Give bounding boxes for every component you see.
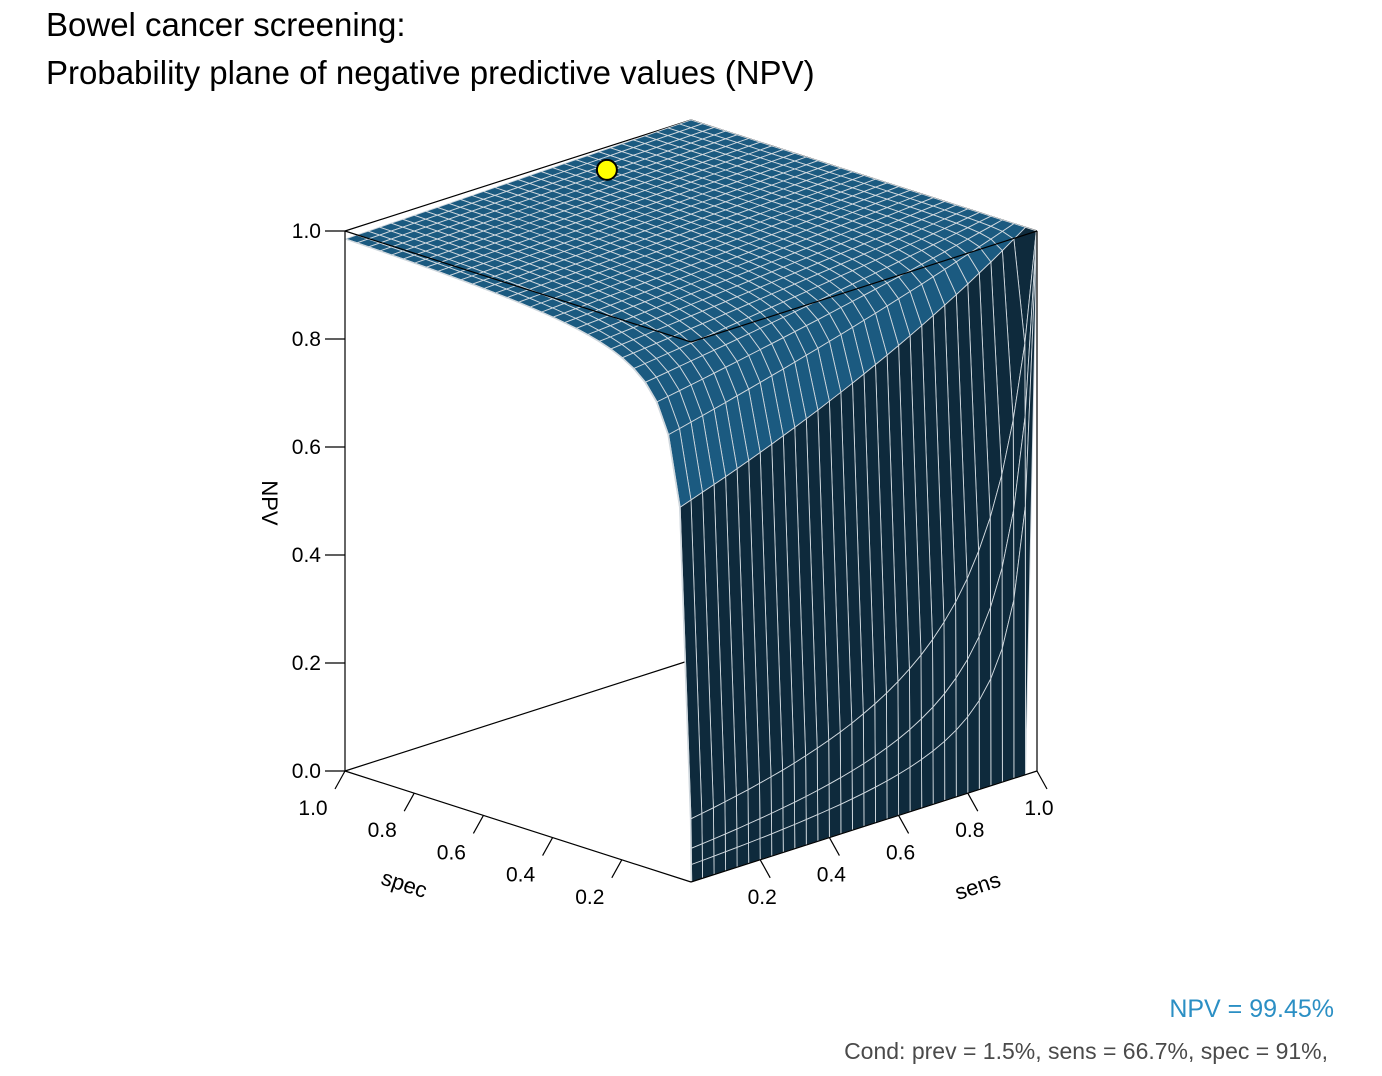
z-tick-label: 0.0 <box>292 760 321 783</box>
surface-patch <box>863 786 876 827</box>
spec-tick-mark <box>403 792 415 812</box>
surface-patch <box>828 731 842 785</box>
surface-patch <box>885 681 899 749</box>
surface-patch <box>712 801 726 840</box>
surface-patch <box>782 762 795 809</box>
spec-tick-label: 1.0 <box>298 797 327 820</box>
surface-patch <box>851 713 865 772</box>
surface-patch <box>759 776 772 820</box>
surface-patch <box>805 814 819 846</box>
spec-tick-label: 0.4 <box>506 864 536 887</box>
surface-patch <box>794 819 807 850</box>
highlight-point-marker <box>595 158 618 181</box>
surface-patch <box>828 803 842 839</box>
sens-tick-mark <box>898 815 910 834</box>
surface-patch <box>921 750 934 809</box>
chart-title-line-1: Bowel cancer screening: <box>46 6 406 43</box>
surface-patch <box>955 716 969 798</box>
spec-axis-label: spec <box>378 865 430 903</box>
surface-patch <box>886 773 900 820</box>
spec-tick-mark <box>334 770 346 790</box>
sens-axis-label: sens <box>952 867 1004 905</box>
surface-patch <box>816 739 830 791</box>
z-tick-label: 1.0 <box>292 220 321 243</box>
sens-tick-mark <box>828 837 840 856</box>
surface-patch <box>897 668 911 740</box>
spec-tick-mark <box>611 859 623 879</box>
sens-tick-mark <box>759 859 771 879</box>
box-edge-floor-spec <box>344 770 692 883</box>
spec-tick-mark <box>542 837 554 856</box>
chart-title-line-2: Probability plane of negative predictive… <box>46 54 815 91</box>
surface-patch <box>839 722 853 779</box>
sens-tick-mark <box>967 792 979 812</box>
surface-patch <box>689 818 692 850</box>
spec-tick-label: 0.2 <box>575 886 604 909</box>
box-edge-back-top-left <box>344 119 692 232</box>
surface-patch <box>724 795 738 835</box>
sens-tick-mark <box>1036 770 1048 790</box>
condition-readout: Cond: prev = 1.5%, sens = 66.7%, spec = … <box>844 1038 1328 1064</box>
surface-patch <box>897 766 911 816</box>
box-edge-floor-sens <box>690 770 1038 883</box>
surface-patch <box>793 755 807 803</box>
surface-patch <box>805 747 818 797</box>
box-edge-back-floor <box>344 659 692 772</box>
surface-patch <box>932 740 946 805</box>
z-tick-label: 0.2 <box>292 652 321 675</box>
surface-patch <box>770 769 784 814</box>
surface-patch <box>851 792 865 831</box>
sens-tick-label: 0.8 <box>955 819 984 842</box>
surface-patch <box>690 813 703 849</box>
surface-patch <box>817 809 830 842</box>
surface-patch <box>771 828 784 857</box>
z-tick-label: 0.6 <box>292 436 321 459</box>
spec-tick-label: 0.6 <box>437 841 466 864</box>
surface-patch <box>735 789 749 830</box>
sens-tick-label: 0.4 <box>817 864 847 887</box>
sens-tick-label: 0.2 <box>748 886 777 909</box>
npv-surface <box>344 119 1038 883</box>
spec-tick-label: 0.8 <box>368 819 397 842</box>
surface-patch <box>862 703 876 765</box>
surface-patch <box>759 833 773 861</box>
plot-box-front <box>344 230 1038 883</box>
surface-patch <box>909 759 923 813</box>
axis-ticks: 0.0 0.2 0.4 0.6 0.8 1.0 0.2 0.4 0.6 0.8 1.0 0.2 0.4 0… <box>292 220 1054 909</box>
box-edge-top-front-right <box>690 230 1038 343</box>
surface-patch <box>967 700 980 794</box>
npv-value-readout: NPV = 99.45% <box>1169 995 1334 1023</box>
surface-patch <box>874 780 888 824</box>
box-edge-top-front-left <box>344 230 692 343</box>
sens-tick-label: 1.0 <box>1024 797 1053 820</box>
sens-tick-label: 0.6 <box>886 841 915 864</box>
z-axis-label: NPV <box>257 480 282 526</box>
z-tick-label: 0.8 <box>292 328 321 351</box>
spec-tick-mark <box>472 815 484 834</box>
surface-patch <box>701 807 715 845</box>
surface-patch <box>908 654 922 731</box>
surface-patch <box>747 782 761 825</box>
surface-patch <box>944 729 957 802</box>
z-tick-label: 0.4 <box>292 544 322 567</box>
surface-patch <box>840 798 853 835</box>
surface-patch <box>782 824 796 853</box>
surface-patch <box>874 692 888 757</box>
